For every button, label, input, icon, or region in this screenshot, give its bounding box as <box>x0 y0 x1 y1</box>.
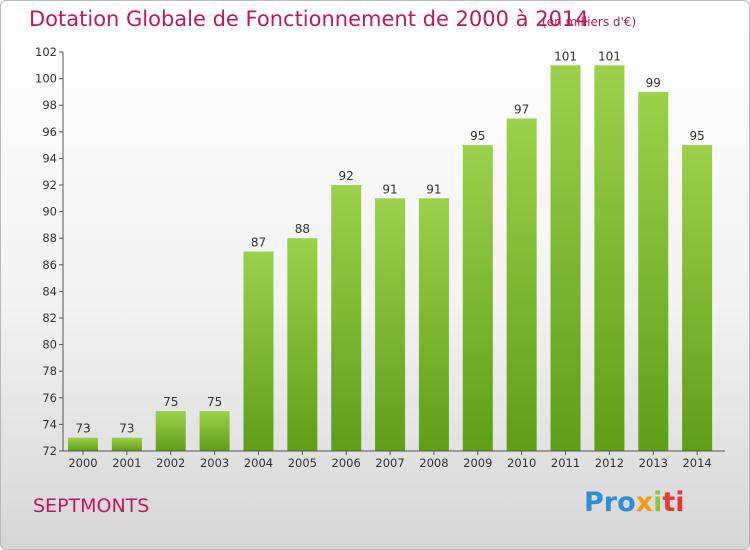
logo-part: ti <box>662 487 685 518</box>
data-label: 95 <box>689 129 704 143</box>
x-tick-label: 2010 <box>507 456 536 470</box>
x-tick-label: 2014 <box>682 456 711 470</box>
data-label: 95 <box>470 129 485 143</box>
y-tick-label: 78 <box>42 364 57 378</box>
bar-2004 <box>243 251 274 451</box>
data-label: 87 <box>251 236 266 250</box>
bar-2001 <box>111 437 142 451</box>
proxiti-logo[interactable]: Proxiti <box>584 487 685 518</box>
x-tick-label: 2002 <box>156 456 185 470</box>
y-tick-label: 84 <box>42 284 57 298</box>
x-tick-label: 2009 <box>463 456 492 470</box>
x-tick-label: 2006 <box>332 456 361 470</box>
logo-part: x <box>635 487 654 518</box>
y-tick-label: 90 <box>42 205 57 219</box>
y-tick-label: 74 <box>42 417 57 431</box>
x-tick-label: 2007 <box>375 456 404 470</box>
x-tick-label: 2000 <box>68 456 97 470</box>
bar-2010 <box>506 118 537 451</box>
y-axis: 72 74 76 78 80 82 84 86 88 90 92 94 96 98 100 102 <box>35 45 64 458</box>
data-label: 99 <box>646 76 661 90</box>
x-tick-label: 2005 <box>288 456 317 470</box>
y-tick-label: 86 <box>42 258 57 272</box>
data-label: 101 <box>554 49 577 63</box>
commune-name: SEPTMONTS <box>33 495 150 517</box>
bar-2005 <box>287 238 318 451</box>
logo-part: Pro <box>584 487 636 518</box>
data-label: 91 <box>382 182 397 196</box>
y-tick-label: 94 <box>42 151 57 165</box>
y-tick-label: 92 <box>42 178 57 192</box>
y-tick-label: 82 <box>42 311 57 325</box>
x-axis: 2000 2001 2002 2003 2004 2005 2006 2007 2008 2009… <box>63 450 725 470</box>
data-label: 92 <box>339 169 354 183</box>
data-label: 73 <box>75 422 90 436</box>
x-tick-label: 2003 <box>200 456 229 470</box>
bar-2007 <box>375 198 406 451</box>
chart-subtitle: (en milliers d'€) <box>542 15 637 29</box>
data-label: 97 <box>514 103 529 117</box>
bar-2003 <box>199 411 230 451</box>
y-tick-label: 88 <box>42 231 57 245</box>
x-tick-label: 2011 <box>551 456 580 470</box>
data-label: 101 <box>598 49 621 63</box>
y-tick-label: 76 <box>42 391 57 405</box>
bars: 73 73 75 75 87 88 92 91 91 95 97 101 101 99 95 <box>68 49 713 452</box>
bar-2000 <box>68 437 98 451</box>
data-label: 75 <box>207 395 222 409</box>
bar-2013 <box>638 91 669 452</box>
logo-part: i <box>653 487 663 518</box>
bar-2012 <box>594 65 625 452</box>
x-tick-label: 2008 <box>419 456 448 470</box>
y-tick-label: 80 <box>42 338 57 352</box>
chart-title: Dotation Globale de Fonctionnement de 20… <box>29 7 589 31</box>
x-tick-label: 2001 <box>112 456 141 470</box>
y-tick-label: 102 <box>35 45 57 59</box>
data-label: 75 <box>163 395 178 409</box>
x-tick-label: 2004 <box>244 456 273 470</box>
bar-2002 <box>155 411 186 451</box>
y-tick-label: 72 <box>42 444 57 458</box>
bar-2011 <box>550 65 581 452</box>
y-tick-label: 100 <box>35 72 57 86</box>
bar-2006 <box>331 185 362 451</box>
y-tick-label: 96 <box>42 125 57 139</box>
x-tick-label: 2013 <box>639 456 668 470</box>
data-label: 73 <box>119 422 134 436</box>
data-label: 91 <box>426 182 441 196</box>
bar-2009 <box>462 145 493 451</box>
data-label: 88 <box>295 222 310 236</box>
y-tick-label: 98 <box>42 98 57 112</box>
x-tick-label: 2012 <box>595 456 624 470</box>
bar-2014 <box>682 145 713 451</box>
bar-2008 <box>418 198 449 451</box>
